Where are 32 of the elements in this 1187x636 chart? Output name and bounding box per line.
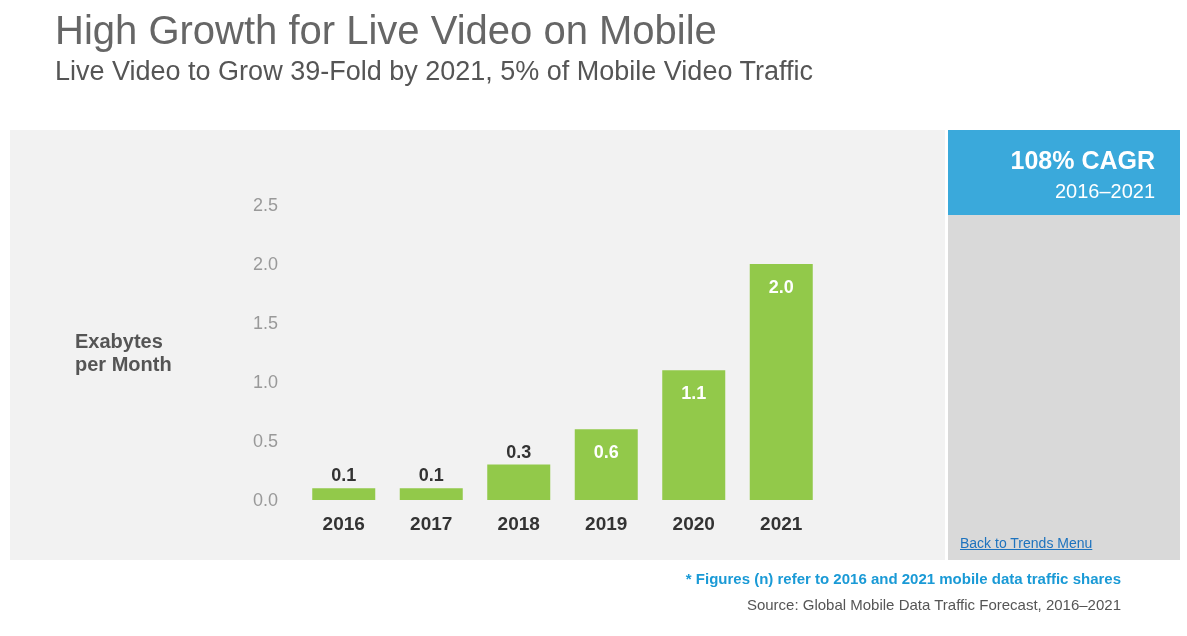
- y-tick-label: 2.5: [252, 195, 278, 215]
- x-tick-label: 2019: [585, 513, 628, 534]
- bar: [399, 488, 463, 500]
- x-tick-label: 2017: [410, 513, 453, 534]
- bar: [662, 370, 726, 500]
- text: * Figures (n) refer to 2016 and 2021 mobile data traffic shares: [685, 570, 1121, 587]
- y-tick-label: 1.5: [252, 313, 278, 333]
- data-label: 1.1: [681, 383, 707, 404]
- data-label: 0.6: [593, 442, 619, 463]
- y-tick-label: 0.5: [252, 431, 278, 451]
- x-tick-label: 2016: [322, 513, 365, 534]
- bar: [749, 264, 813, 500]
- y-tick-label: 1.0: [252, 372, 278, 392]
- source-note: Source: Global Mobile Data Traffic Forecast, 2016–2021: [746, 596, 1121, 613]
- bar: [312, 488, 376, 500]
- y-tick-label: 0.0: [252, 490, 278, 510]
- y-tick-label: 2.0: [252, 254, 278, 274]
- text: 2016–2021: [1053, 180, 1155, 203]
- text: 108% CAGR: [1009, 146, 1155, 175]
- chart-subtitle: Live Video to Grow 39-Fold by 2021, 5% of Mobile Video Traffic: [55, 56, 813, 87]
- data-label: 0.3: [506, 441, 532, 462]
- data-label: 2.0: [768, 277, 794, 297]
- chart-title: High Growth for Live Video on Mobile: [55, 8, 717, 53]
- x-tick-label: 2018: [497, 513, 540, 534]
- data-label: 0.1: [418, 465, 444, 486]
- x-tick-label: 2021: [760, 513, 803, 534]
- bar: [487, 464, 551, 500]
- x-tick-label: 2020: [672, 513, 715, 534]
- data-label: 0.1: [331, 465, 357, 486]
- bar: [574, 429, 638, 500]
- text: Back to Trends Menu: [960, 535, 1093, 551]
- y-axis-title: Exabytes per Month: [75, 330, 173, 376]
